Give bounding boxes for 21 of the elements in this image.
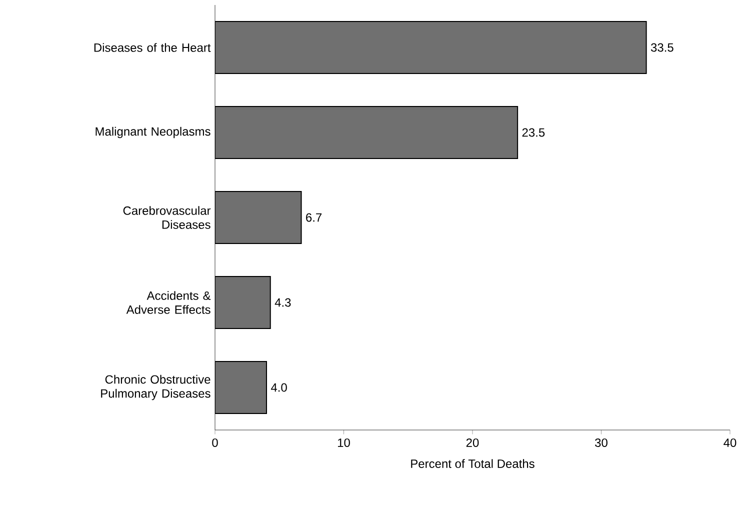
y-tick-label: Accidents & Adverse Effects [126, 291, 211, 314]
bar [215, 191, 302, 244]
x-tick-label: 10 [338, 438, 350, 447]
bar [215, 276, 271, 329]
x-tick-label: 30 [595, 438, 608, 447]
x-tick-label: 0 [212, 438, 218, 447]
y-tick-label: Malignant Neoplasms [96, 126, 210, 138]
bar [215, 360, 268, 414]
data-label: 4.0 [270, 383, 287, 392]
y-tick-label: Diseases of the Heart [94, 43, 211, 52]
bar [215, 21, 647, 74]
data-label: 6.7 [306, 213, 322, 222]
data-label: 23.5 [522, 128, 545, 137]
x-axis-title: Percent of Total Deaths [411, 459, 534, 468]
y-tick-label: Chronic Obstructive Pulmonary Diseases [101, 374, 210, 400]
y-tick-label: Carebrovascular Diseases [123, 206, 211, 229]
data-label: 4.3 [274, 298, 291, 307]
data-label: 33.5 [650, 43, 674, 52]
bar [215, 106, 518, 159]
x-tick-label: 20 [466, 438, 479, 447]
x-tick-label: 40 [724, 438, 736, 447]
